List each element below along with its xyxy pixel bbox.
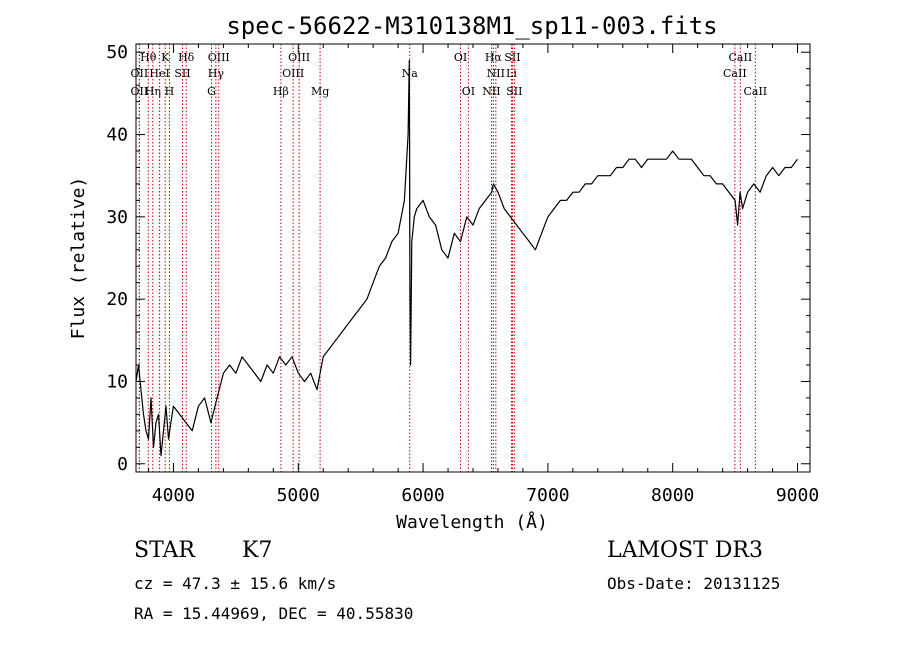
y-tick-label: 30 [106,207,128,228]
chart-title: spec-56622-M310138M1_sp11-003.fits [226,12,717,40]
line-marker-label: Hδ [178,51,195,64]
line-marker-label: CaII [729,51,753,64]
line-marker-label: K [161,51,170,64]
x-tick-label: 8000 [651,485,694,506]
line-marker-label: Hγ [208,67,225,80]
x-axis: 4000 5000 6000 7000 8000 9000 [147,44,819,506]
line-marker-label: Li [506,67,517,80]
line-marker-label: NII [487,67,505,80]
x-tick-label: 7000 [526,485,569,506]
line-marker-label: Hβ [273,85,289,98]
plot-frame [135,43,811,473]
y-tick-label: 0 [117,454,128,475]
y-axis: 0 10 20 30 40 50 [106,42,810,475]
line-marker-label: OIII [208,51,230,64]
line-marker-label: SII [504,51,520,64]
line-marker-label: Hη [145,85,161,98]
y-tick-label: 20 [106,289,128,310]
spectrum-line [135,59,798,457]
spectrum-series [135,59,798,457]
line-marker-label: OIII [282,67,304,80]
object-type: STAR [134,538,195,563]
y-tick-label: 50 [106,42,128,63]
coordinates-text: RA = 15.44969, DEC = 40.55830 [134,604,414,623]
y-tick-label: 10 [106,371,128,392]
line-marker-label: G [207,85,216,98]
line-marker-label: Mg [311,85,329,98]
line-marker-label: OI [462,85,475,98]
line-marker-label: SII [174,67,190,80]
line-marker-label: SII [506,85,522,98]
survey-name: LAMOST DR3 [607,538,763,563]
x-axis-label: Wavelength (Å) [396,511,548,533]
line-marker-label: CaII [743,85,767,98]
line-marker-label: H [165,85,175,98]
line-marker-label: Hα [485,51,503,64]
redshift-text: cz = 47.3 ± 15.6 km/s [134,574,337,593]
object-subclass: K7 [242,538,273,563]
x-tick-label: 4000 [152,485,195,506]
line-marker-label: OIII [288,51,310,64]
line-marker-label: NII [482,85,500,98]
line-marker-label: OII [131,85,149,98]
line-marker-label: OI [454,51,467,64]
line-marker-label: CaII [723,67,747,80]
x-tick-label: 5000 [277,485,320,506]
obs-date-text: Obs-Date: 20131125 [607,574,781,593]
y-tick-label: 40 [106,125,128,146]
x-tick-label: 9000 [776,485,819,506]
line-marker-label: HeI [149,67,169,80]
x-tick-label: 6000 [401,485,444,506]
y-axis-label: Flux (relative) [68,177,89,340]
line-marker-label: Hθ [140,51,157,64]
